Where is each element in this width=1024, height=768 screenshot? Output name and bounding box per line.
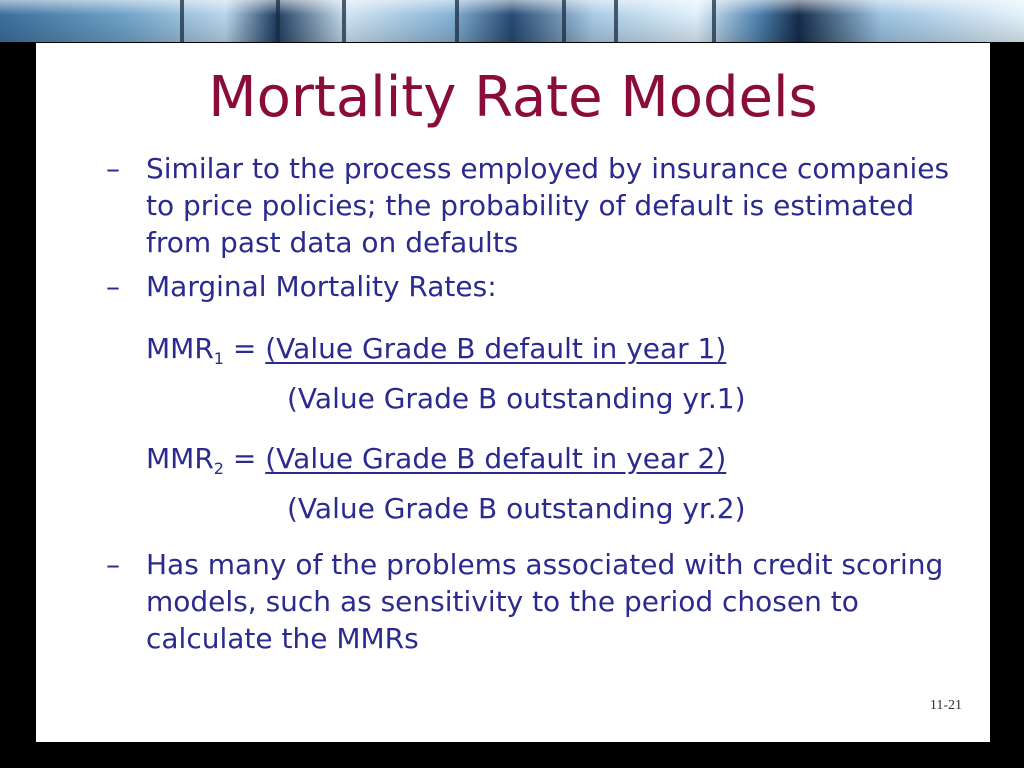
formula-denominator: (Value Grade B outstanding yr.2) — [287, 492, 746, 525]
formula-lhs: MMR — [146, 442, 214, 475]
banner-post — [342, 0, 346, 42]
banner-post — [455, 0, 459, 42]
slide-content: Mortality Rate Models – Similar to the p… — [36, 43, 990, 742]
banner-post — [562, 0, 566, 42]
banner-post — [614, 0, 618, 42]
formula-numerator: (Value Grade B default in year 2) — [265, 442, 727, 475]
bullet-marker: – — [106, 548, 120, 581]
page-number: 11-21 — [929, 698, 962, 713]
formula-equals: = — [232, 332, 257, 365]
formula-lhs: MMR — [146, 332, 214, 365]
formula-mmr2: MMR2 = (Value Grade B default in year 2) — [146, 440, 726, 477]
formula-subscript: 1 — [213, 349, 224, 368]
formula-denominator: (Value Grade B outstanding yr.1) — [287, 382, 746, 415]
header-banner-image — [0, 0, 1024, 42]
formula-mmr1: MMR1 = (Value Grade B default in year 1) — [146, 330, 726, 367]
banner-post — [180, 0, 184, 42]
bullet-marker: – — [106, 152, 120, 185]
bullet-text: Has many of the problems associated with… — [146, 548, 944, 655]
formula-subscript: 2 — [213, 459, 224, 478]
bullet-marker: – — [106, 270, 120, 303]
formula-numerator: (Value Grade B default in year 1) — [265, 332, 727, 365]
banner-post — [276, 0, 280, 42]
banner-post — [712, 0, 716, 42]
slide-title: Mortality Rate Models — [208, 65, 818, 130]
formula-equals: = — [232, 442, 257, 475]
bullet-text: Similar to the process employed by insur… — [146, 152, 950, 259]
bullet-text: Marginal Mortality Rates: — [146, 270, 497, 303]
